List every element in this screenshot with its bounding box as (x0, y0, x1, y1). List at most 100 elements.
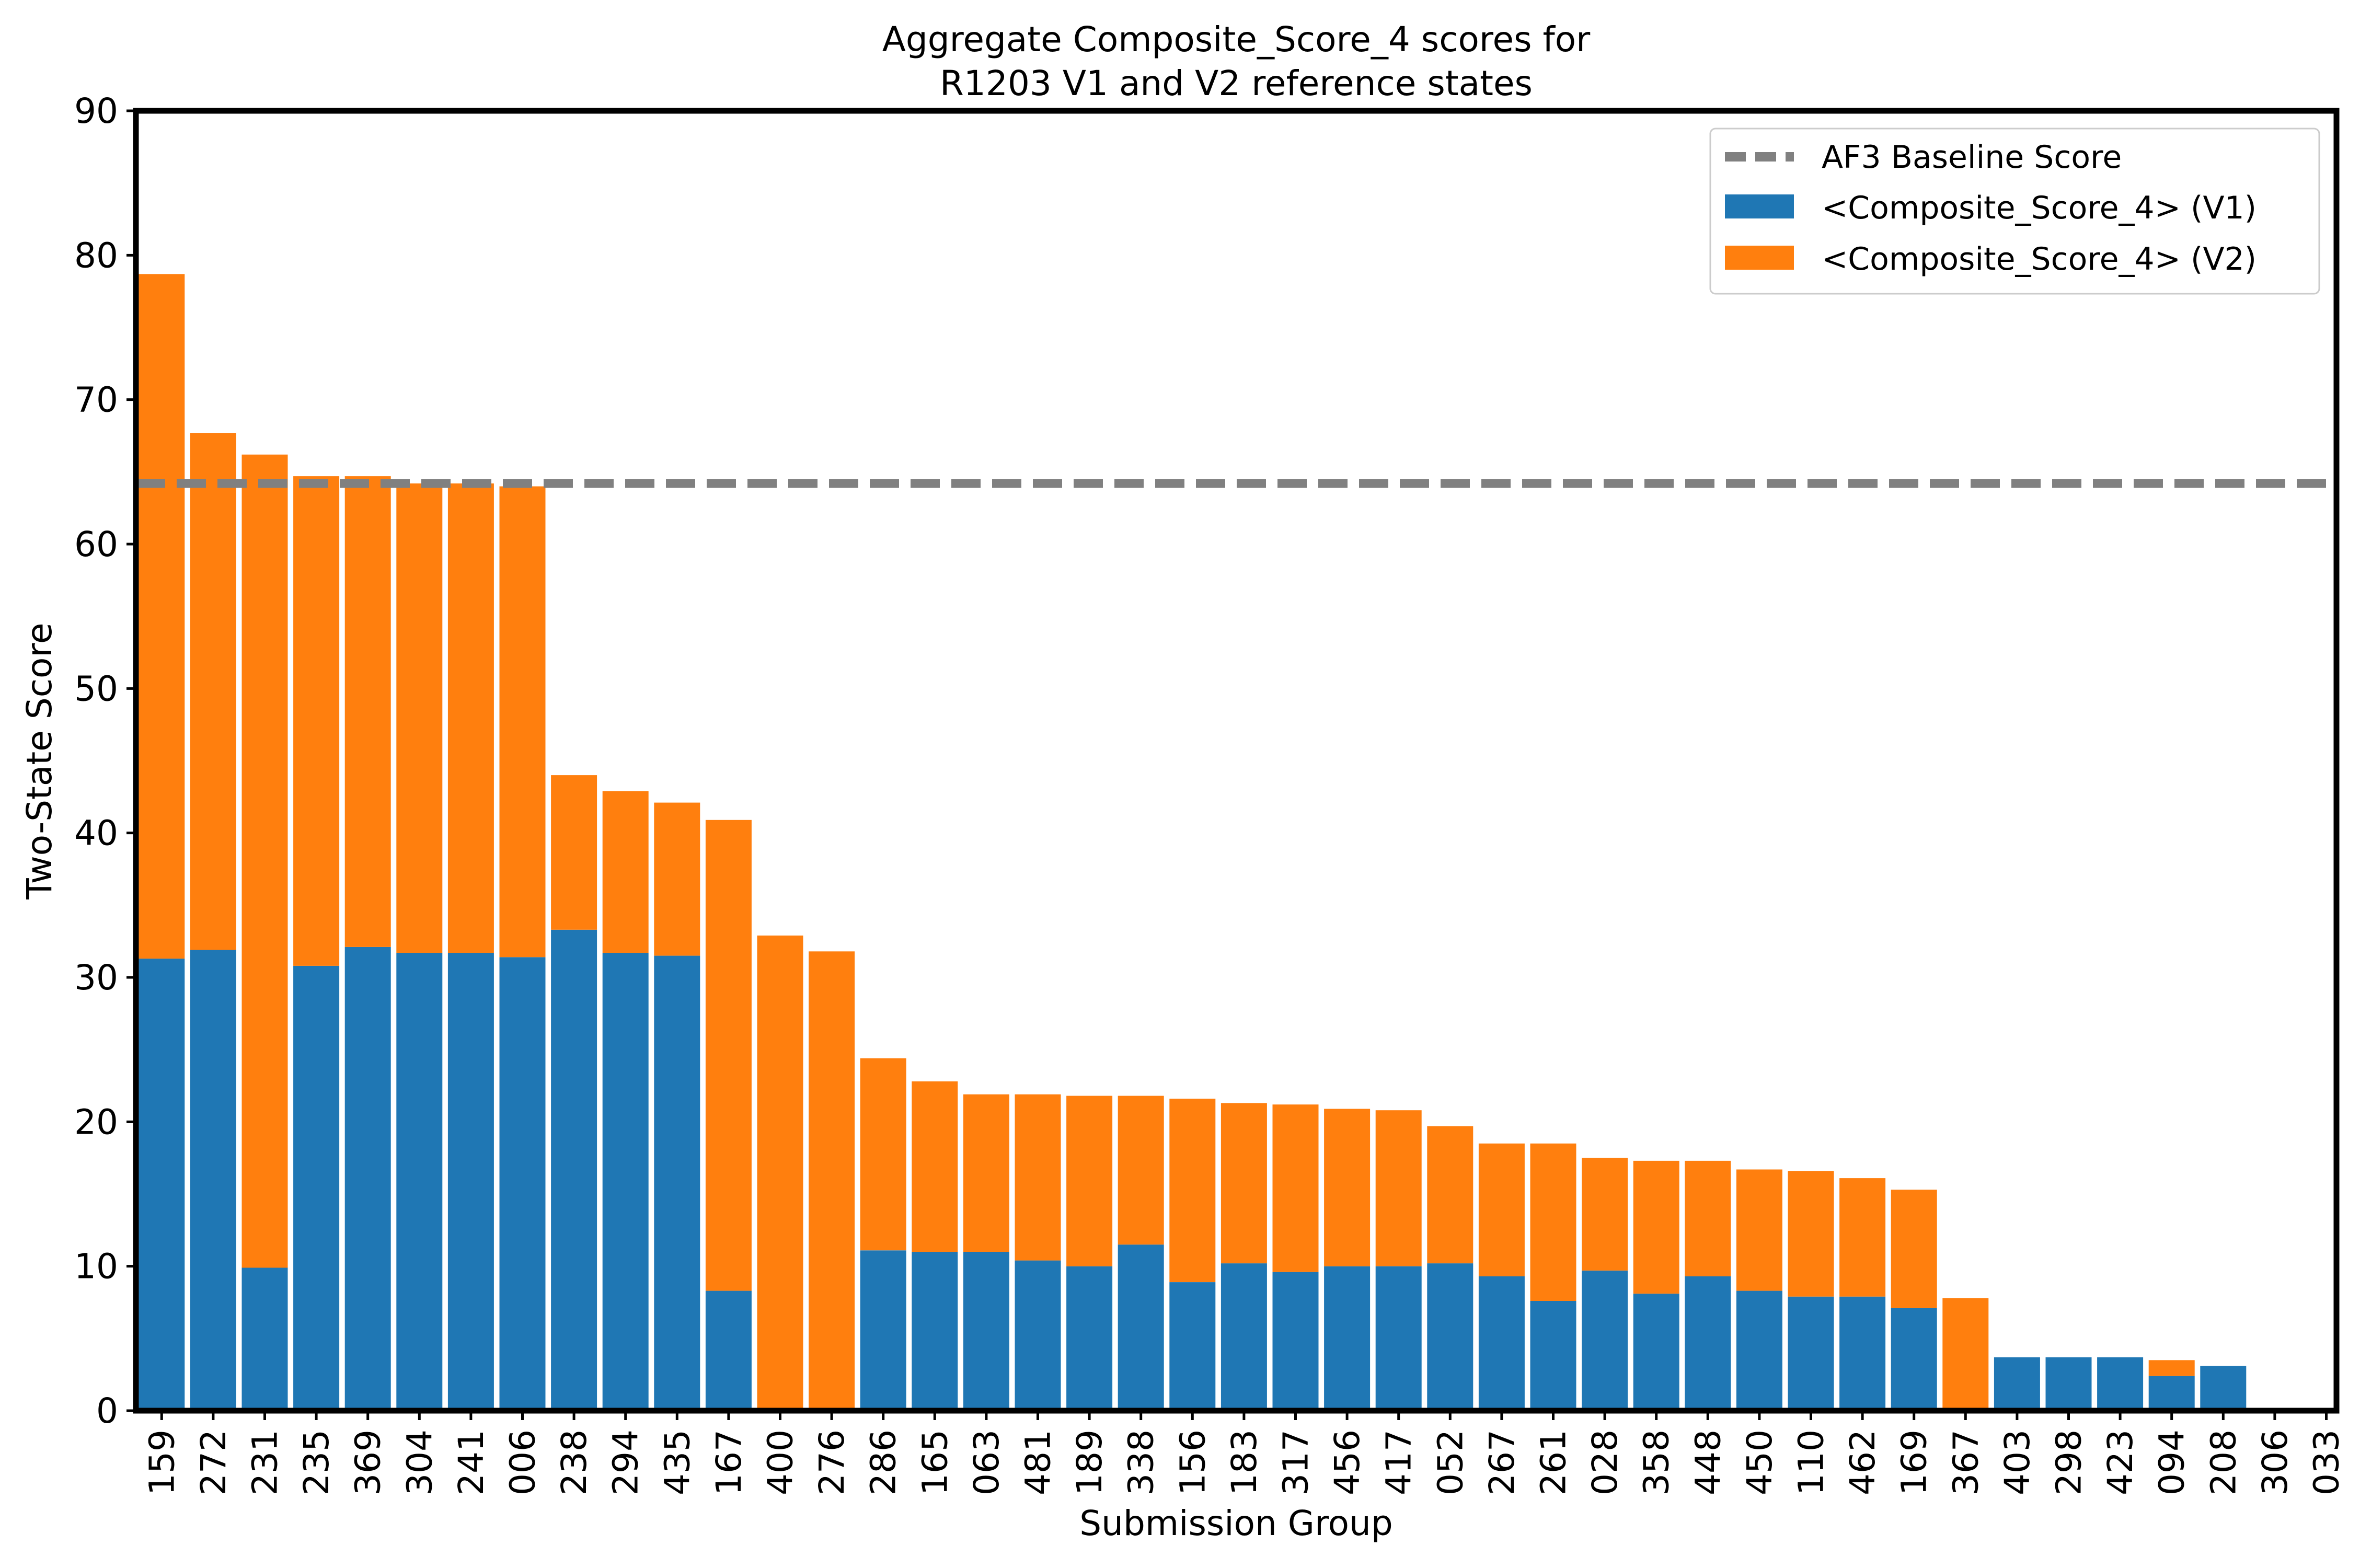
x-tick-label: 231 (245, 1429, 285, 1495)
bar-v2-094 (2148, 1360, 2195, 1376)
bar-v1-338 (1118, 1244, 1164, 1411)
bar-v2-304 (396, 483, 443, 953)
y-axis: 0 10 20 30 40 50 60 70 80 90 (74, 91, 136, 1431)
x-tick-label: 094 (2152, 1429, 2192, 1495)
bar-v2-400 (757, 935, 803, 1411)
x-tick-label: 267 (1482, 1429, 1522, 1495)
y-tick-label: 70 (74, 380, 118, 420)
x-tick-label: 369 (348, 1429, 388, 1495)
bar-v1-028 (1582, 1271, 1628, 1411)
x-tick-label: 276 (812, 1429, 852, 1495)
legend-box (1709, 128, 2320, 295)
bar-v1-165 (912, 1252, 958, 1411)
y-tick-label: 30 (74, 958, 118, 998)
chart-title-line-1: Aggregate Composite_Score_4 scores for (882, 19, 1591, 60)
bar-v1-052 (1427, 1263, 1473, 1411)
x-tick-label: 450 (1740, 1429, 1780, 1495)
bar-v1-238 (551, 929, 597, 1411)
y-tick-label: 40 (74, 813, 118, 854)
x-tick-label: 261 (1534, 1429, 1574, 1495)
x-tick-label: 286 (864, 1429, 904, 1495)
x-tick-label: 272 (193, 1429, 234, 1495)
x-tick-label: 006 (503, 1429, 543, 1495)
plot-frame (133, 108, 2340, 1414)
bar-v2-462 (1839, 1178, 1886, 1297)
x-tick-label: 235 (296, 1429, 337, 1495)
bar-v1-006 (499, 957, 546, 1411)
bar-v1-208 (2200, 1366, 2247, 1411)
bars-layer (139, 274, 2247, 1411)
x-tick-label: 481 (1018, 1429, 1058, 1495)
bar-v1-481 (1015, 1260, 1061, 1411)
bar-v1-169 (1891, 1308, 1937, 1411)
bar-v2-367 (1942, 1298, 1989, 1411)
bar-v2-110 (1788, 1171, 1834, 1297)
bar-v2-006 (499, 486, 546, 958)
bar-v1-456 (1324, 1266, 1371, 1411)
x-tick-label: 403 (1997, 1429, 2037, 1495)
bar-v2-235 (293, 476, 340, 966)
x-tick-label: 435 (657, 1429, 697, 1495)
bar-v2-450 (1736, 1169, 1782, 1291)
bar-v1-462 (1839, 1296, 1886, 1411)
bar-v2-189 (1066, 1096, 1113, 1266)
legend-v2-label: <Composite_Score_4> (V2) (1822, 241, 2257, 278)
x-tick-label: 417 (1379, 1429, 1419, 1495)
bar-v1-298 (2045, 1357, 2092, 1411)
bar-v1-167 (705, 1290, 752, 1411)
bar-v2-231 (241, 454, 288, 1268)
bar-v2-267 (1478, 1143, 1525, 1276)
bar-v1-235 (293, 965, 340, 1411)
bar-v2-286 (860, 1058, 906, 1251)
bar-v1-286 (860, 1250, 906, 1411)
x-tick-label: 317 (1276, 1429, 1316, 1495)
bar-v1-231 (241, 1267, 288, 1411)
x-tick-label: 167 (709, 1429, 749, 1495)
bar-v2-063 (963, 1094, 1009, 1252)
x-tick-label: 456 (1327, 1429, 1367, 1495)
legend-baseline-label: AF3 Baseline Score (1822, 139, 2122, 176)
y-tick-label: 0 (96, 1391, 118, 1431)
bar-v2-317 (1272, 1104, 1319, 1272)
bar-v1-294 (602, 953, 649, 1411)
x-tick-label: 298 (2049, 1429, 2089, 1495)
bar-v1-304 (396, 953, 443, 1411)
bar-v2-435 (654, 802, 700, 956)
bar-v2-369 (344, 476, 391, 947)
bar-v2-481 (1015, 1094, 1061, 1261)
bar-v2-241 (447, 483, 494, 953)
x-axis-label: Submission Group (1079, 1503, 1392, 1543)
x-tick-label: 294 (606, 1429, 646, 1495)
y-tick-label: 20 (74, 1102, 118, 1142)
bar-v1-435 (654, 955, 700, 1411)
x-tick-label: 358 (1637, 1429, 1677, 1495)
bar-v2-261 (1530, 1143, 1576, 1301)
bar-v2-169 (1891, 1190, 1937, 1308)
x-tick-label: 400 (761, 1429, 801, 1495)
bar-v2-358 (1633, 1160, 1679, 1294)
bar-v1-267 (1478, 1276, 1525, 1411)
bar-v1-110 (1788, 1296, 1834, 1411)
bar-v2-338 (1118, 1096, 1164, 1245)
x-tick-label: 304 (399, 1429, 440, 1495)
x-tick-label: 028 (1585, 1429, 1625, 1495)
bar-v1-063 (963, 1252, 1009, 1411)
x-tick-label: 183 (1224, 1429, 1264, 1495)
x-tick-label: 306 (2255, 1429, 2295, 1495)
bar-v2-165 (912, 1081, 958, 1252)
bar-v1-183 (1221, 1263, 1267, 1411)
x-tick-label: 159 (142, 1429, 182, 1495)
x-tick-label: 156 (1172, 1429, 1213, 1495)
bar-v1-241 (447, 953, 494, 1411)
x-tick-label: 241 (451, 1429, 491, 1495)
x-tick-label: 208 (2203, 1429, 2243, 1495)
x-tick-label: 448 (1688, 1429, 1728, 1495)
chart-title-line-2: R1203 V1 and V2 reference states (940, 63, 1533, 103)
y-tick-label: 10 (74, 1247, 118, 1287)
bar-v1-448 (1685, 1276, 1731, 1411)
bar-v2-238 (551, 775, 597, 930)
bar-v1-403 (1994, 1357, 2040, 1411)
bar-v1-450 (1736, 1290, 1782, 1411)
x-tick-label: 423 (2100, 1429, 2140, 1495)
